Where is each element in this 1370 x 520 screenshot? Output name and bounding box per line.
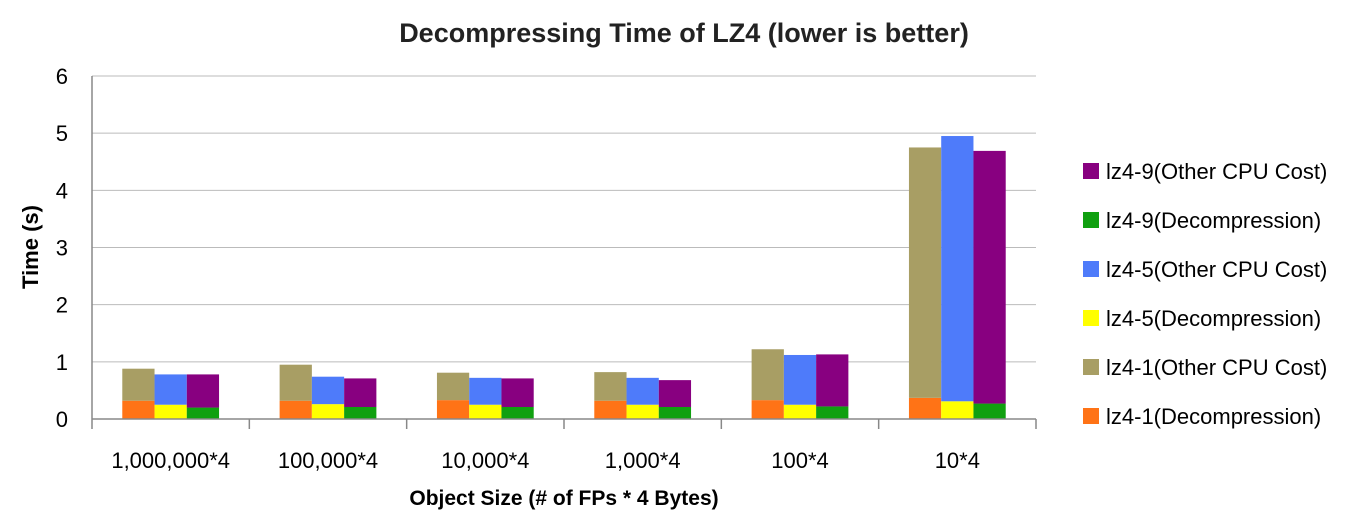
legend-swatch — [1083, 163, 1099, 179]
legend-swatch — [1083, 261, 1099, 277]
y-tick-label: 4 — [56, 178, 68, 203]
bar-segment — [908, 397, 942, 419]
bar-segment — [344, 378, 377, 407]
legend-item: lz4-9(Decompression) — [1083, 208, 1321, 233]
bar-segment — [626, 404, 659, 419]
bar-segment — [751, 349, 784, 401]
bar-segment — [469, 404, 502, 419]
legend-swatch — [1083, 310, 1099, 326]
gridlines — [92, 75, 1036, 363]
y-tick-labels: 0 1 2 3 4 5 6 — [56, 64, 68, 432]
legend-label: lz4-1(Other CPU Cost) — [1106, 355, 1327, 380]
legend-item: lz4-1(Decompression) — [1083, 404, 1321, 429]
bar-segment — [154, 374, 187, 405]
legend-label: lz4-9(Other CPU Cost) — [1106, 159, 1327, 184]
bar-segment — [186, 374, 220, 408]
x-tick-labels: 1,000,000*4 100,000*4 10,000*4 1,000*4 100*4… — [111, 448, 980, 473]
x-tick-label: 10*4 — [935, 448, 980, 473]
x-tick-label: 1,000,000*4 — [111, 448, 230, 473]
y-tick-label: 3 — [56, 236, 68, 261]
bar-segment — [626, 377, 659, 405]
bar-segment — [122, 368, 155, 401]
legend-item: lz4-9(Other CPU Cost) — [1083, 159, 1327, 184]
bar-segment — [501, 406, 534, 419]
legend-swatch — [1083, 359, 1099, 375]
bars — [122, 136, 1006, 419]
bar-segment — [311, 376, 345, 405]
x-axis-label: Object Size (# of FPs * 4 Bytes) — [409, 487, 718, 510]
bar-segment — [186, 407, 220, 419]
x-tick-label: 100*4 — [771, 448, 829, 473]
bar-segment — [783, 404, 817, 419]
bar-segment — [973, 150, 1006, 404]
bar-segment — [344, 406, 377, 419]
legend-label: lz4-5(Decompression) — [1106, 306, 1321, 331]
bar-segment — [436, 372, 470, 401]
legend-item: lz4-5(Decompression) — [1083, 306, 1321, 331]
x-tick-label: 10,000*4 — [441, 448, 529, 473]
bar-segment — [436, 400, 470, 419]
y-tick-label: 2 — [56, 293, 68, 318]
bar-segment — [122, 400, 155, 419]
bar-segment — [501, 378, 534, 407]
legend-label: lz4-9(Decompression) — [1106, 208, 1321, 233]
bar-segment — [816, 354, 849, 407]
y-tick-label: 6 — [56, 64, 68, 89]
bar-segment — [973, 403, 1006, 419]
y-tick-label: 0 — [56, 407, 68, 432]
bar-segment — [311, 404, 345, 419]
bar-segment — [279, 400, 312, 419]
bar-segment — [908, 147, 942, 398]
y-tick-label: 5 — [56, 121, 68, 146]
bar-segment — [658, 380, 692, 407]
legend: lz4-9(Other CPU Cost) lz4-9(Decompression… — [1083, 159, 1327, 429]
legend-label: lz4-5(Other CPU Cost) — [1106, 257, 1327, 282]
axes — [91, 76, 1037, 429]
y-tick-label: 1 — [56, 350, 68, 375]
bar-segment — [751, 400, 784, 419]
bar-segment — [279, 364, 312, 401]
legend-label: lz4-1(Decompression) — [1106, 404, 1321, 429]
bar-segment — [783, 354, 817, 405]
legend-swatch — [1083, 408, 1099, 424]
bar-segment — [658, 406, 692, 419]
bar-segment — [154, 404, 187, 419]
bar-segment — [594, 400, 627, 419]
x-tick-label: 100,000*4 — [278, 448, 378, 473]
chart-title: Decompressing Time of LZ4 (lower is bett… — [399, 18, 969, 48]
y-axis-label: Time (s) — [18, 205, 43, 289]
bar-segment — [594, 372, 627, 401]
legend-swatch — [1083, 212, 1099, 228]
legend-item: lz4-1(Other CPU Cost) — [1083, 355, 1327, 380]
legend-item: lz4-5(Other CPU Cost) — [1083, 257, 1327, 282]
bar-segment — [469, 377, 502, 405]
bar-segment — [816, 406, 849, 419]
x-tick-label: 1,000*4 — [605, 448, 681, 473]
bar-segment — [941, 136, 974, 402]
bar-segment — [941, 401, 974, 419]
